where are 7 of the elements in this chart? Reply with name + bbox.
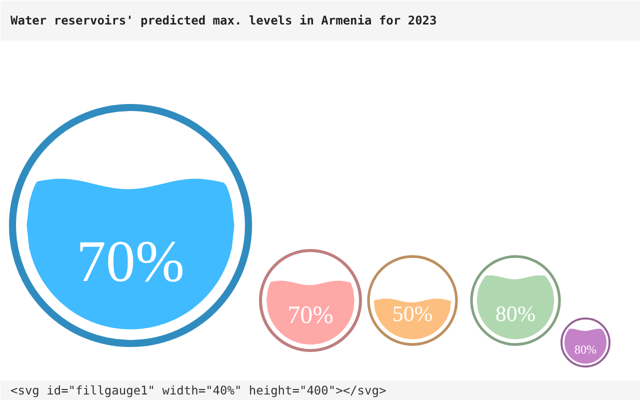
data-label: 50% — [392, 301, 433, 326]
data-label: 80% — [574, 342, 596, 357]
data-label: 80% — [495, 301, 536, 326]
data-label: 70% — [76, 228, 185, 294]
text: Water reservoirs' predicted max. levels in Armenia for 2023 — [10, 14, 437, 28]
text: <svg id="fillgauge1" width="40%" height="400"></svg> — [10, 384, 386, 398]
data-label: 70% — [288, 302, 334, 329]
